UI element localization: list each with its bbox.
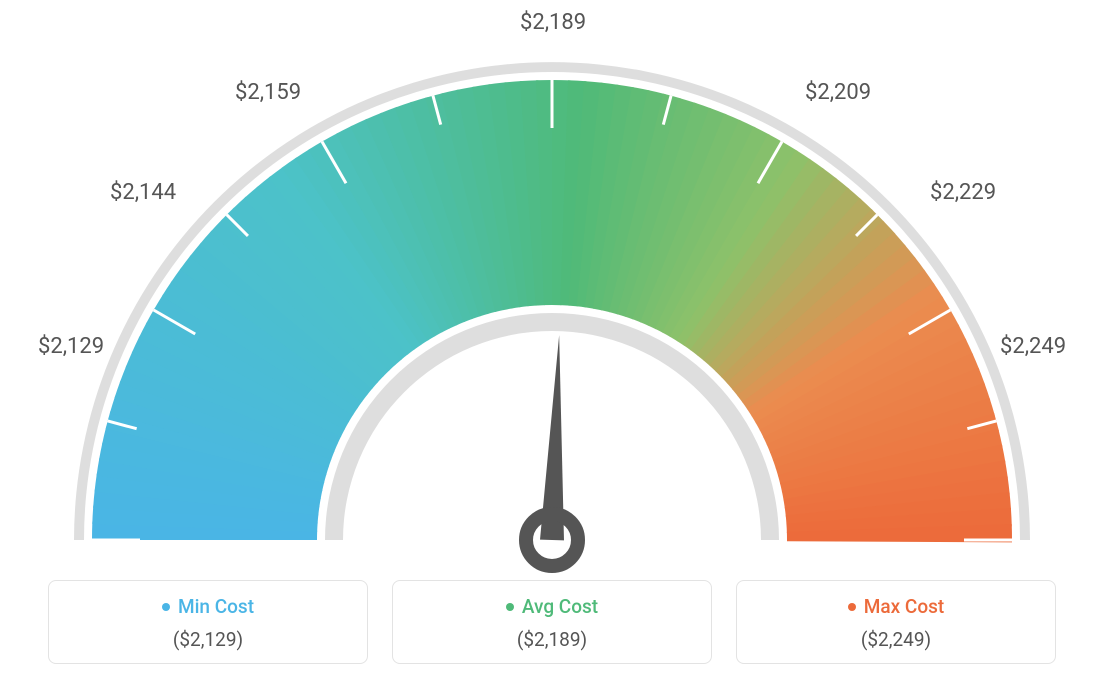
gauge-tick-label: $2,229 [930,180,996,205]
legend-head-min: Min Cost [162,595,254,618]
gauge-tick-label: $2,129 [38,334,104,359]
legend-title-max: Max Cost [864,595,944,618]
legend-dot-avg [506,603,514,611]
legend-head-avg: Avg Cost [506,595,598,618]
gauge-tick-label: $2,189 [520,10,586,35]
legend-row: Min Cost ($2,129) Avg Cost ($2,189) Max … [0,580,1104,664]
gauge-chart: $2,129 $2,144 $2,159 $2,189 $2,209 $2,229 $2,2… [0,0,1104,560]
gauge-tick-label: $2,209 [805,80,871,105]
legend-card-avg: Avg Cost ($2,189) [392,580,712,664]
gauge-tick-label: $2,159 [235,80,301,105]
legend-value-avg: ($2,189) [393,628,711,651]
legend-card-min: Min Cost ($2,129) [48,580,368,664]
legend-card-max: Max Cost ($2,249) [736,580,1056,664]
legend-head-max: Max Cost [848,595,944,618]
legend-title-avg: Avg Cost [522,595,598,618]
gauge-tick-label: $2,249 [1000,334,1066,359]
gauge-svg [52,40,1052,580]
legend-dot-min [162,603,170,611]
gauge-tick-label: $2,144 [110,180,176,205]
legend-dot-max [848,603,856,611]
legend-value-max: ($2,249) [737,628,1055,651]
legend-value-min: ($2,129) [49,628,367,651]
legend-title-min: Min Cost [178,595,254,618]
